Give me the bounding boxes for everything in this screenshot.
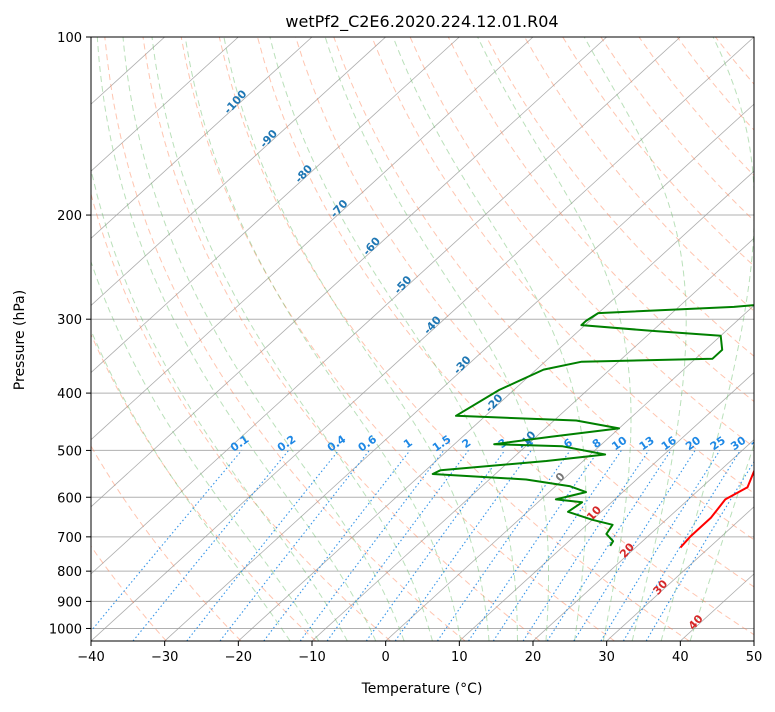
dry-adiabat-line <box>334 37 775 641</box>
dry-adiabat-line <box>715 37 775 641</box>
y-tick-label: 600 <box>57 491 82 506</box>
isotherm-line <box>91 37 754 641</box>
x-tick-label: 0 <box>382 650 390 665</box>
mixing-ratio-line <box>133 450 289 641</box>
x-tick-label: 50 <box>746 650 763 665</box>
mixing-ratio-line <box>574 450 695 641</box>
y-tick-label: 200 <box>57 209 82 224</box>
isotherm-label: 30 <box>650 577 670 597</box>
dry-adiabat-line <box>754 37 775 641</box>
x-axis-label: Temperature (°C) <box>361 681 483 697</box>
dry-adiabat-line <box>29 37 316 641</box>
x-tick-label: 20 <box>525 650 542 665</box>
x-tick-label: 40 <box>672 650 689 665</box>
isotherm-label: -100 <box>221 87 249 116</box>
y-tick-label: 1000 <box>49 622 82 637</box>
mixing-ratio-line <box>187 450 339 641</box>
moist-adiabat-line <box>185 37 461 641</box>
y-tick-label: 300 <box>57 313 82 328</box>
isotherm-line <box>0 37 312 641</box>
y-tick-label: 900 <box>57 595 82 610</box>
isotherm-line <box>0 37 533 641</box>
y-axis-label: Pressure (hPa) <box>12 290 28 390</box>
isotherm-label: 20 <box>617 540 637 560</box>
isotherm-line <box>754 37 775 641</box>
dry-adiabat-line <box>181 37 614 641</box>
mixing-ratio-label: 0.6 <box>356 432 380 454</box>
mixing-ratio-label: 1 <box>401 436 415 451</box>
isotherm-label: 40 <box>686 612 706 632</box>
y-tick-label: 700 <box>57 531 82 546</box>
grid-layer <box>0 37 775 641</box>
mixing-ratio-line <box>366 450 504 641</box>
y-tick-label: 400 <box>57 387 82 402</box>
dry-adiabat-line <box>677 37 775 641</box>
x-tick-label: −20 <box>225 650 252 665</box>
x-tick-label: 30 <box>598 650 615 665</box>
dry-adiabat-line <box>448 37 775 641</box>
moist-adiabat-line <box>325 37 548 641</box>
isotherm-label: -60 <box>360 234 383 258</box>
x-tick-label: 10 <box>451 650 468 665</box>
mixing-ratio-label: 2 <box>460 436 474 451</box>
moist-adiabat-line <box>690 37 775 641</box>
y-tick-label: 100 <box>57 31 82 46</box>
mixing-ratio-line <box>220 450 369 641</box>
dewpoint-profile-line <box>433 37 775 546</box>
mixing-ratio-line <box>264 450 410 641</box>
mixing-ratio-line <box>646 450 761 641</box>
mixing-ratio-line <box>327 450 468 641</box>
isotherm-label: -40 <box>421 313 444 337</box>
chart-title: wetPf2_C2E6.2020.224.12.01.R04 <box>285 12 558 32</box>
moist-adiabat-line <box>661 37 754 641</box>
mixing-ratio-line <box>83 450 242 641</box>
mixing-ratio-label: 1.5 <box>430 433 453 455</box>
moist-adiabat-line <box>53 37 319 641</box>
dry-adiabat-line <box>525 37 775 641</box>
mixing-ratio-line <box>601 450 720 641</box>
y-tick-label: 800 <box>57 565 82 580</box>
moist-adiabat-line <box>152 37 432 641</box>
isotherm-label: -90 <box>257 127 280 151</box>
isotherm-line <box>0 37 386 641</box>
dry-adiabat-line <box>639 37 775 641</box>
x-tick-label: −30 <box>151 650 178 665</box>
isotherm-label: -70 <box>328 197 351 221</box>
isotherm-label: 0 <box>553 470 568 485</box>
x-tick-label: −40 <box>77 650 104 665</box>
mixing-ratio-label: 0.4 <box>325 432 349 454</box>
isotherm-label: -50 <box>391 273 414 297</box>
mixing-ratio-label: 8 <box>590 436 604 451</box>
mixing-ratio-label: 0.1 <box>228 433 251 455</box>
y-tick-label: 500 <box>57 444 82 459</box>
x-tick-label: −10 <box>298 650 325 665</box>
isotherm-label: -30 <box>451 353 474 377</box>
isotherm-line <box>0 37 459 641</box>
mixing-ratio-label: 0.2 <box>275 433 298 455</box>
moist-adiabat-line <box>478 37 631 641</box>
dry-adiabat-line <box>143 37 540 641</box>
dry-adiabat-line <box>563 37 775 641</box>
isotherm-label: -20 <box>483 391 506 415</box>
dry-adiabat-line <box>0 37 241 641</box>
isotherm-line <box>17 37 680 641</box>
mixing-ratio-line <box>469 450 599 641</box>
